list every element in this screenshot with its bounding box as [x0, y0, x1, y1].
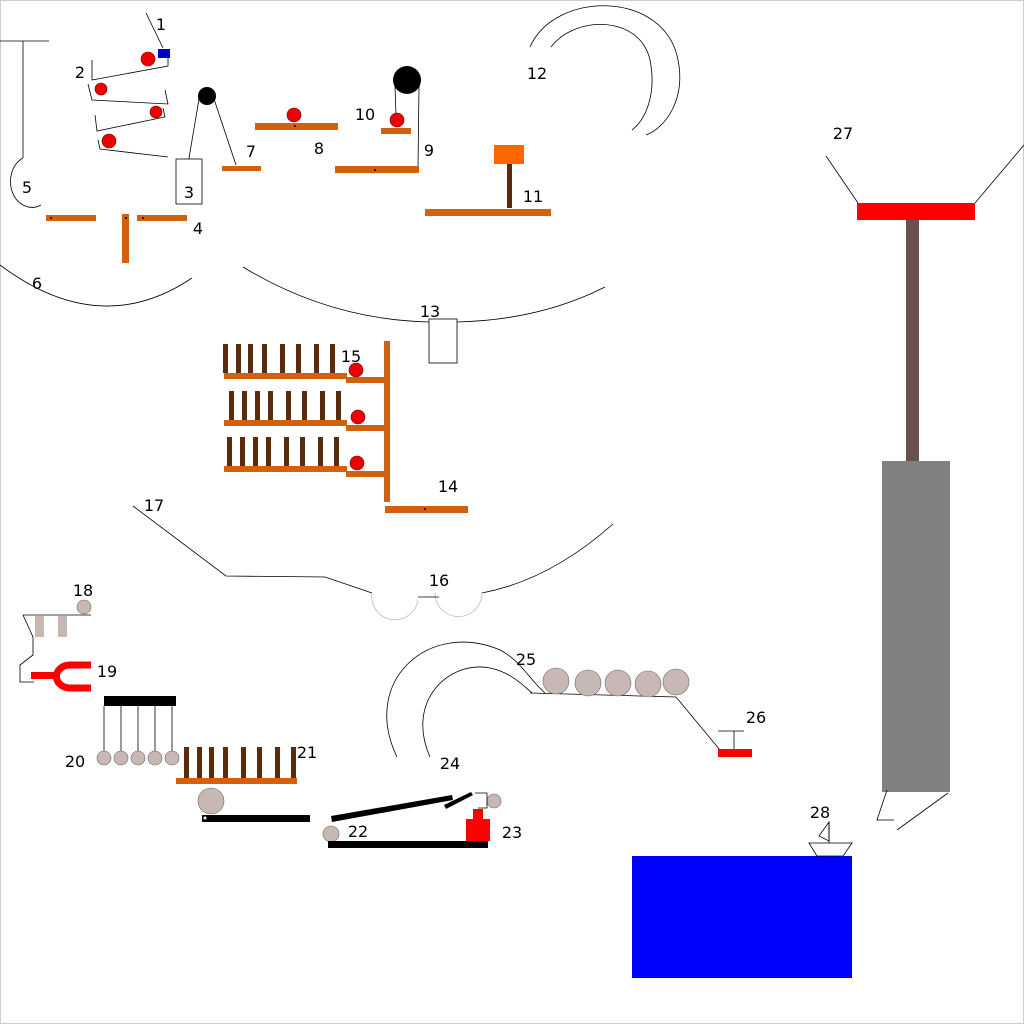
label-9: 9: [424, 141, 434, 160]
trigger-26: [718, 730, 752, 757]
domino: [236, 344, 241, 373]
track-seesaw-22: [197, 787, 488, 848]
cradle-ball: [96, 750, 112, 766]
domino: [209, 747, 214, 778]
domino: [320, 391, 325, 420]
chute-18: [19, 599, 92, 683]
cradle-ball: [147, 750, 163, 766]
domino: [241, 747, 246, 778]
label-25: 25: [516, 650, 536, 669]
domino: [286, 391, 291, 420]
domino: [268, 391, 273, 420]
labels: 1 2 3 4 5 6 7 8 9 10 11 12 27 13 15 14 1…: [22, 15, 853, 842]
boat-water-28: [632, 820, 853, 978]
domino: [291, 747, 296, 778]
domino: [318, 437, 323, 466]
domino: [248, 344, 253, 373]
domino: [266, 437, 271, 466]
domino: [336, 391, 341, 420]
newtons-cradle-20: [96, 696, 180, 766]
piston-27: [825, 144, 1024, 831]
label-28: 28: [810, 803, 830, 822]
pulley-bucket-3: [175, 87, 261, 205]
label-17: 17: [144, 496, 164, 515]
cradle-ball: [113, 750, 129, 766]
zigzag-ramps-2: [87, 51, 169, 158]
switch-1: [145, 12, 170, 58]
domino: [197, 747, 202, 778]
domino: [280, 344, 285, 373]
label-19: 19: [97, 662, 117, 681]
domino: [223, 747, 228, 778]
domino: [302, 391, 307, 420]
funnel-13: [242, 266, 606, 364]
label-8: 8: [314, 139, 324, 158]
label-16: 16: [429, 571, 449, 590]
domino: [255, 391, 260, 420]
domino: [262, 344, 267, 373]
cradle-ball: [164, 750, 180, 766]
label-23: 23: [502, 823, 522, 842]
hook-5: [0, 40, 49, 208]
curve-6: [0, 264, 193, 307]
domino: [300, 437, 305, 466]
label-7: 7: [246, 142, 256, 161]
magnet-19: [31, 661, 91, 692]
weight-11: [425, 145, 551, 216]
domino: [253, 437, 258, 466]
label-13: 13: [420, 302, 440, 321]
label-18: 18: [73, 581, 93, 600]
label-27: 27: [833, 124, 853, 143]
domino: [314, 344, 319, 373]
label-2: 2: [75, 63, 85, 82]
label-11: 11: [523, 187, 543, 206]
plank-8: [255, 107, 338, 130]
label-21: 21: [297, 743, 317, 762]
domino: [223, 344, 228, 373]
label-14: 14: [438, 477, 458, 496]
domino: [229, 391, 234, 420]
label-5: 5: [22, 178, 32, 197]
label-22: 22: [348, 822, 368, 841]
label-1: 1: [156, 15, 166, 34]
domino-shelves-14-15: [223, 341, 468, 513]
cradle-ball: [130, 750, 146, 766]
label-12: 12: [527, 64, 547, 83]
domino: [257, 747, 262, 778]
domino: [330, 344, 335, 373]
label-6: 6: [32, 274, 42, 293]
ramp-cradle-16-17: [132, 505, 614, 621]
domino: [240, 437, 245, 466]
weight-23: [466, 792, 502, 841]
domino: [275, 747, 280, 778]
pulley-9-10: [335, 66, 421, 173]
domino: [184, 747, 189, 778]
label-24: 24: [440, 754, 460, 773]
label-15: 15: [341, 347, 361, 366]
domino: [284, 437, 289, 466]
label-26: 26: [746, 708, 766, 727]
dominoes-21: [176, 747, 297, 784]
domino: [227, 437, 232, 466]
lever-4: [46, 214, 187, 263]
spiral-track-24-25: [386, 641, 721, 758]
label-3: 3: [184, 183, 194, 202]
label-20: 20: [65, 752, 85, 771]
domino: [334, 437, 339, 466]
label-4: 4: [193, 219, 203, 238]
curved-track-12: [529, 5, 680, 136]
domino: [242, 391, 247, 420]
label-10: 10: [355, 105, 375, 124]
domino: [296, 344, 301, 373]
